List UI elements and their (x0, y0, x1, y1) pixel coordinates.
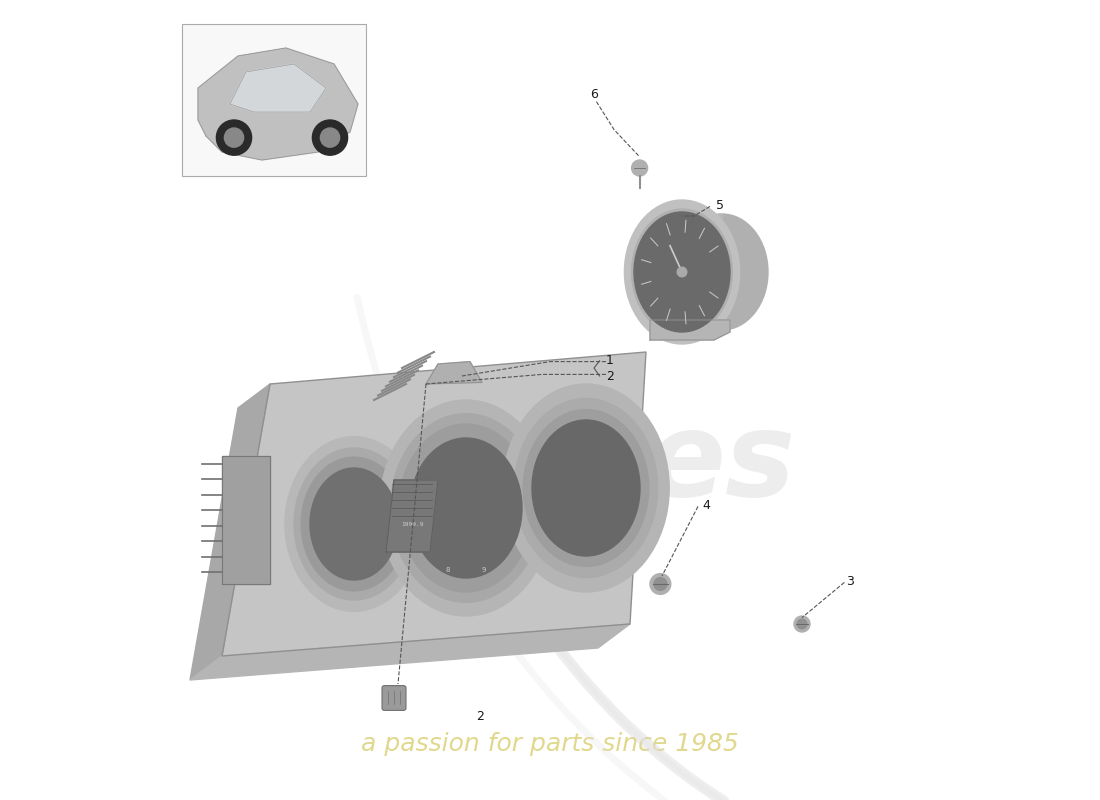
Polygon shape (386, 480, 438, 552)
Ellipse shape (285, 437, 424, 611)
Circle shape (678, 267, 686, 277)
Bar (182, 24, 366, 176)
Ellipse shape (503, 384, 669, 592)
Circle shape (798, 619, 806, 629)
Polygon shape (190, 384, 270, 680)
Text: 9: 9 (482, 566, 486, 573)
Polygon shape (426, 362, 482, 384)
Polygon shape (190, 624, 630, 680)
Circle shape (224, 128, 243, 147)
Ellipse shape (634, 212, 730, 332)
Polygon shape (222, 456, 270, 584)
Ellipse shape (310, 468, 398, 580)
Text: 3: 3 (846, 575, 854, 588)
Ellipse shape (532, 420, 640, 556)
Text: 5: 5 (716, 199, 724, 212)
Text: 2: 2 (476, 710, 484, 722)
Circle shape (631, 160, 648, 176)
Polygon shape (682, 214, 722, 330)
Circle shape (794, 616, 810, 632)
Polygon shape (230, 64, 326, 112)
Circle shape (217, 120, 252, 155)
Text: 8: 8 (446, 566, 451, 573)
Polygon shape (198, 48, 358, 160)
FancyBboxPatch shape (382, 686, 406, 710)
Text: 2: 2 (606, 370, 614, 382)
Ellipse shape (515, 398, 658, 578)
Ellipse shape (294, 448, 414, 600)
Ellipse shape (524, 410, 649, 566)
Text: 6: 6 (590, 88, 598, 101)
Ellipse shape (625, 200, 739, 344)
Polygon shape (650, 320, 730, 340)
Ellipse shape (379, 400, 552, 616)
Text: 1999.9: 1999.9 (402, 522, 424, 526)
Circle shape (312, 120, 348, 155)
Text: es: es (646, 406, 796, 522)
Ellipse shape (638, 217, 726, 327)
Text: eur: eur (390, 358, 613, 474)
Text: 4: 4 (702, 499, 710, 512)
Text: a passion for parts since 1985: a passion for parts since 1985 (361, 732, 739, 756)
Text: 1: 1 (606, 354, 614, 367)
Ellipse shape (676, 214, 768, 330)
Ellipse shape (410, 438, 522, 578)
Ellipse shape (390, 414, 541, 602)
Ellipse shape (301, 457, 407, 591)
Ellipse shape (399, 424, 534, 592)
Polygon shape (222, 352, 646, 656)
Ellipse shape (631, 209, 733, 335)
Circle shape (650, 574, 671, 594)
Circle shape (320, 128, 340, 147)
Circle shape (654, 578, 667, 590)
